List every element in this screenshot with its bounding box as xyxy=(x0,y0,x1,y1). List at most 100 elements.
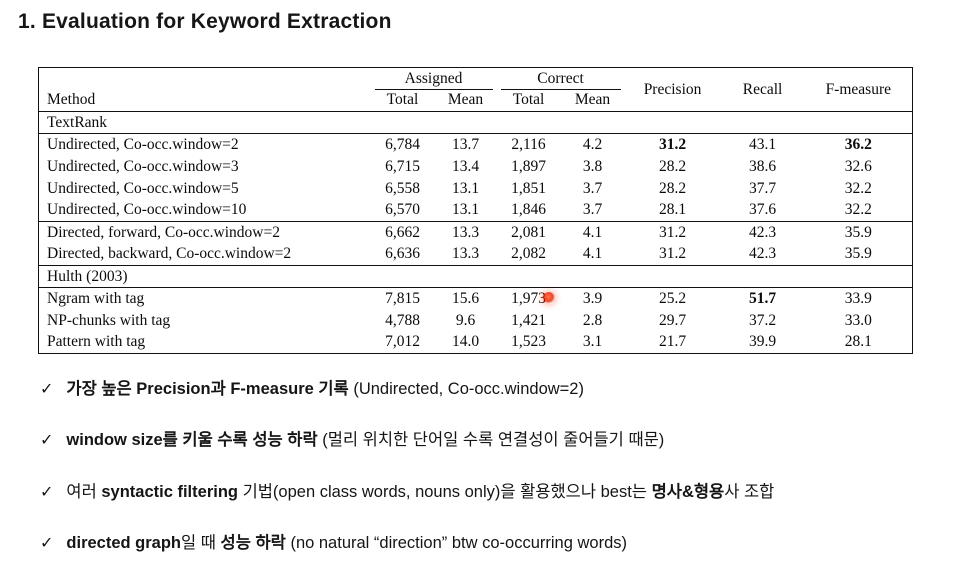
section-header: Hulth (2003) xyxy=(38,265,913,288)
method-cell: Undirected, Co-occ.window=5 xyxy=(47,179,239,197)
value-cell: 6,784 xyxy=(385,135,420,153)
empty-corner-cell xyxy=(39,68,371,90)
bullet-item: ✓ directed graph일 때 성능 하락 (no natural “di… xyxy=(40,532,945,554)
table-row: Undirected, Co-occ.window=10 6,570 13.1 1,8… xyxy=(39,200,913,222)
value-cell: 1,897 xyxy=(511,157,546,175)
value-cell: 15.6 xyxy=(451,289,480,307)
bullet-text-segment: (멀리 위치한 단어일 수록 연결성이 줄어들기 때문) xyxy=(317,431,665,450)
value-cell: 13.1 xyxy=(451,201,480,219)
bullet-text: 가장 높은 Precision과 F-measure 기록 (Undirecte… xyxy=(66,378,584,400)
value-cell: 31.2 xyxy=(658,245,687,263)
section-header: TextRank xyxy=(38,111,913,134)
bullet-text: directed graph일 때 성능 하락 (no natural “dir… xyxy=(66,532,627,554)
value-cell: 4.1 xyxy=(582,245,603,263)
value-cell: 3.7 xyxy=(582,201,603,219)
value-cell: 38.6 xyxy=(748,157,777,175)
method-cell: Undirected, Co-occ.window=2 xyxy=(47,135,239,153)
method-cell: Ngram with tag xyxy=(47,289,145,307)
value-cell: 6,636 xyxy=(385,245,420,263)
value-cell: 4,788 xyxy=(385,311,420,329)
column-header-precision: Precision xyxy=(624,67,721,112)
bullet-item: ✓ window size를 키울 수록 성능 하락 (멀리 위치한 단어일 수록… xyxy=(40,429,945,451)
results-table-wrap: Assigned Correct Precision Recall F-meas… xyxy=(38,67,914,354)
method-cell: Directed, forward, Co-occ.window=2 xyxy=(38,221,371,244)
column-header-fmeasure: F-measure xyxy=(804,67,913,112)
check-icon: ✓ xyxy=(40,483,54,501)
check-icon: ✓ xyxy=(40,432,54,450)
bullet-list: ✓ 가장 높은 Precision과 F-measure 기록 (Undirect… xyxy=(40,378,945,565)
value-cell: 6,570 xyxy=(385,201,420,219)
value-cell: 2,082 xyxy=(511,245,546,263)
column-header-correct-mean: Mean xyxy=(560,89,625,112)
value-cell: 32.2 xyxy=(844,201,872,219)
bullet-text-segment: 여러 xyxy=(66,482,102,501)
table-row: Directed, forward, Co-occ.window=2 6,662 1… xyxy=(38,221,913,244)
value-cell: 28.2 xyxy=(658,179,687,197)
bullet-text-bold-segment: 성능 하락 xyxy=(220,533,286,552)
value-cell: 51.7 xyxy=(748,289,777,307)
table-body: TextRank Undirected, Co-occ.window=2 6,784… xyxy=(38,111,913,354)
bullet-item: ✓ 여러 syntactic filtering 기법(open class wo… xyxy=(40,481,945,503)
bullet-text: 여러 syntactic filtering 기법(open class wor… xyxy=(66,481,774,503)
method-cell: Directed, backward, Co-occ.window=2 xyxy=(47,245,292,263)
value-cell: 2,081 xyxy=(496,221,561,244)
table-head: Assigned Correct Precision Recall F-meas… xyxy=(38,67,913,112)
bullet-text-bold-segment: directed graph xyxy=(66,533,182,552)
value-cell: 3.1 xyxy=(582,333,603,351)
value-cell: 3.8 xyxy=(582,157,603,175)
table-row: Undirected, Co-occ.window=5 6,558 13.1 1,85… xyxy=(39,178,913,200)
value-cell: 13.3 xyxy=(451,245,480,263)
value-cell: 7,012 xyxy=(385,333,420,351)
bullet-text-bold-segment: 가장 높은 Precision과 F-measure 기록 xyxy=(66,380,349,398)
bullet-text-segment: 사 조합 xyxy=(724,482,775,501)
results-table: Assigned Correct Precision Recall F-meas… xyxy=(38,67,914,354)
bullet-text-segment: (Undirected, Co-occ.window=2) xyxy=(348,380,584,398)
table-row: Undirected, Co-occ.window=3 6,715 13.4 1,89… xyxy=(39,156,913,178)
value-cell: 9.6 xyxy=(455,311,476,329)
value-cell: 25.2 xyxy=(658,289,687,307)
bullet-text-bold-segment: syntactic filtering xyxy=(101,482,238,501)
method-cell: Undirected, Co-occ.window=10 xyxy=(47,201,247,219)
group-header-correct: Correct xyxy=(497,68,625,90)
value-cell: 13.1 xyxy=(451,179,480,197)
value-cell: 31.2 xyxy=(658,135,687,153)
value-cell: 33.9 xyxy=(844,289,872,307)
check-icon: ✓ xyxy=(40,534,54,552)
value-cell: 28.1 xyxy=(844,333,872,351)
column-header-correct-total: Total xyxy=(496,89,561,112)
value-cell: 2.8 xyxy=(582,311,603,329)
bullet-text: window size를 키울 수록 성능 하락 (멀리 위치한 단어일 수록 … xyxy=(66,429,664,451)
page-title: 1. Evaluation for Keyword Extraction xyxy=(18,10,392,33)
bullet-text-bold-segment: window size를 키울 수록 성능 하락 xyxy=(66,431,318,450)
column-header-assigned-mean: Mean xyxy=(434,89,497,112)
value-cell: 29.7 xyxy=(658,311,687,329)
value-cell: 37.2 xyxy=(748,311,777,329)
value-cell: 2,116 xyxy=(511,135,546,153)
bullet-item: ✓ 가장 높은 Precision과 F-measure 기록 (Undirect… xyxy=(40,378,945,400)
value-cell: 4.2 xyxy=(582,135,603,153)
value-cell: 28.1 xyxy=(658,201,687,219)
value-cell: 6,558 xyxy=(385,179,420,197)
value-cell: 31.2 xyxy=(624,221,721,244)
group-header-row: Assigned Correct Precision Recall F-meas… xyxy=(39,67,913,112)
value-cell: 13.3 xyxy=(434,221,497,244)
value-cell: 42.3 xyxy=(748,245,777,263)
section-header-row: Hulth (2003) xyxy=(38,265,913,288)
check-icon: ✓ xyxy=(40,381,54,398)
value-cell: 1,851 xyxy=(511,179,546,197)
value-cell: 6,715 xyxy=(385,157,420,175)
value-cell: 13.4 xyxy=(451,157,480,175)
value-cell: 37.7 xyxy=(748,179,777,197)
value-cell: 33.0 xyxy=(844,311,872,329)
column-header-method: Method xyxy=(38,89,371,112)
table-row: Directed, backward, Co-occ.window=2 6,636… xyxy=(39,244,913,266)
value-cell: 3.9 xyxy=(582,289,603,307)
group-header-assigned: Assigned xyxy=(371,68,497,90)
method-cell: Undirected, Co-occ.window=3 xyxy=(47,157,239,175)
bullet-text-segment: 기법(open class words, nouns only)을 활용했으나 … xyxy=(237,482,652,501)
column-header-recall: Recall xyxy=(720,67,805,112)
table-row: Pattern with tag 7,012 14.0 1,523 3.1 21.7 39.… xyxy=(39,332,913,354)
value-cell: 13.7 xyxy=(451,135,480,153)
value-cell: 7,815 xyxy=(385,289,420,307)
